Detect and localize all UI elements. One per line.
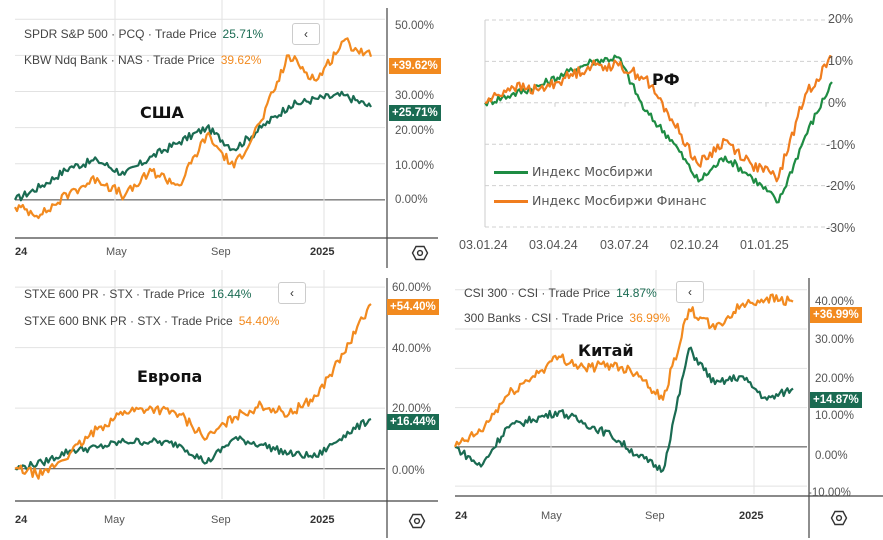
legend-series-name: 300 Banks · CSI · Trade Price <box>464 311 624 325</box>
x-tick-label: 24 <box>15 246 28 258</box>
legend-row-1: SPDR S&P 500 · PCQ · Trade Price 25.71% <box>24 27 263 41</box>
chart-russia-plot <box>484 19 840 228</box>
x-tick-label: 24 <box>455 510 468 522</box>
value-badge-green: +16.44% <box>387 414 439 430</box>
x-tick-label: 03.04.24 <box>529 238 578 252</box>
value-badge-orange: +36.99% <box>810 307 862 323</box>
settings-gear-icon[interactable] <box>830 510 848 526</box>
legend-row-1: STXE 600 PR · STX · Trade Price 16.44% <box>24 287 251 301</box>
x-tick-label: 24 <box>15 514 28 526</box>
series-line-orange <box>14 303 372 480</box>
chart-russia: РФ Индекс Мосбиржи Индекс Мосбиржи Финан… <box>450 0 883 270</box>
region-label: Европа <box>137 367 203 386</box>
x-tick-label: Sep <box>211 246 231 258</box>
y-tick-label: 10% <box>828 54 854 68</box>
x-tick-label: May <box>104 514 125 526</box>
legend-series-value: 39.62% <box>220 53 262 67</box>
chart-china: CSI 300 · CSI · Trade Price 14.87% 300 Ba… <box>450 270 883 540</box>
chart-europe-plot <box>14 270 438 538</box>
y-tick-label: 0% <box>828 96 847 110</box>
y-tick-label: 0.00% <box>392 465 425 477</box>
y-tick-label: -10% <box>826 138 856 152</box>
legend-item-moex: Индекс Мосбиржи <box>494 164 653 179</box>
y-tick-label: 0.00% <box>395 194 428 206</box>
x-tick-label: 2025 <box>310 514 335 526</box>
collapse-legend-button[interactable]: ‹ <box>292 23 320 45</box>
y-tick-label: 20.00% <box>815 373 855 385</box>
x-tick-label: May <box>106 246 127 258</box>
y-tick-label: -10.00% <box>808 487 851 499</box>
legend-row-1: CSI 300 · CSI · Trade Price 14.87% <box>464 286 657 300</box>
x-tick-label: May <box>541 510 562 522</box>
region-label: США <box>140 103 184 122</box>
x-tick-label: 2025 <box>739 510 764 522</box>
chart-usa: SPDR S&P 500 · PCQ · Trade Price 25.71% K… <box>0 0 441 270</box>
y-tick-label: 60.00% <box>392 282 432 294</box>
y-tick-label: 50.00% <box>395 20 435 32</box>
legend-row-2: 300 Banks · CSI · Trade Price 36.99% <box>464 311 670 325</box>
value-badge-green: +14.87% <box>810 392 862 408</box>
legend-series-value: 16.44% <box>210 287 252 301</box>
x-tick-label: 02.10.24 <box>670 238 719 252</box>
x-tick-label: Sep <box>645 510 665 522</box>
series-line-orange <box>453 293 794 448</box>
legend-series-name: STXE 600 PR · STX · Trade Price <box>24 287 205 301</box>
legend-series-value: 25.71% <box>222 27 264 41</box>
x-tick-label: 2025 <box>310 246 335 258</box>
y-tick-label: 30.00% <box>395 90 435 102</box>
region-label: Китай <box>578 341 634 360</box>
x-tick-label: 03.07.24 <box>600 238 649 252</box>
y-tick-label: 20.00% <box>395 125 435 137</box>
settings-gear-icon[interactable] <box>408 513 426 529</box>
y-tick-label: -20% <box>826 179 856 193</box>
legend-series-value: 54.40% <box>238 314 280 328</box>
chart-usa-plot <box>14 0 438 268</box>
legend-item-moex-fin: Индекс Мосбиржи Финанс <box>494 193 706 208</box>
series-line-orange <box>14 37 373 220</box>
collapse-legend-button[interactable]: ‹ <box>676 281 704 303</box>
series-line-green <box>454 346 794 473</box>
legend-series-name: Индекс Мосбиржи Финанс <box>532 193 707 208</box>
legend-swatch-green <box>494 171 528 174</box>
legend-swatch-orange <box>494 200 528 203</box>
settings-gear-icon[interactable] <box>411 245 429 261</box>
y-tick-label: 20% <box>828 12 854 26</box>
series-line-green <box>14 90 372 202</box>
x-tick-label: 01.01.25 <box>740 238 789 252</box>
legend-series-name: KBW Ndq Bank · NAS · Trade Price <box>24 53 215 67</box>
legend-series-name: STXE 600 BNK PR · STX · Trade Price <box>24 314 233 328</box>
legend-series-name: Индекс Мосбиржи <box>532 164 653 179</box>
y-tick-label: -30% <box>826 221 856 235</box>
value-badge-green: +25.71% <box>389 105 441 121</box>
series-line-green <box>14 417 372 471</box>
legend-series-value: 36.99% <box>629 311 671 325</box>
y-tick-label: 20.00% <box>392 403 432 415</box>
legend-row-2: KBW Ndq Bank · NAS · Trade Price 39.62% <box>24 53 261 67</box>
y-tick-label: 40.00% <box>392 343 432 355</box>
value-badge-orange: +39.62% <box>389 58 441 74</box>
x-tick-label: Sep <box>211 514 231 526</box>
collapse-legend-button[interactable]: ‹ <box>278 282 306 304</box>
chart-europe: STXE 600 PR · STX · Trade Price 16.44% ST… <box>0 270 440 540</box>
legend-series-value: 14.87% <box>616 286 657 300</box>
y-tick-label: 10.00% <box>395 160 435 172</box>
y-tick-label: 40.00% <box>815 296 855 308</box>
y-tick-label: 30.00% <box>815 334 855 346</box>
legend-series-name: CSI 300 · CSI · Trade Price <box>464 286 611 300</box>
x-tick-label: 03.01.24 <box>459 238 508 252</box>
series-line-rf_orange <box>484 55 833 183</box>
y-tick-label: 10.00% <box>815 410 855 422</box>
legend-series-name: SPDR S&P 500 · PCQ · Trade Price <box>24 27 217 41</box>
y-tick-label: 0.00% <box>815 450 848 462</box>
legend-row-2: STXE 600 BNK PR · STX · Trade Price 54.40… <box>24 314 279 328</box>
series-line-rf_green <box>484 54 833 204</box>
value-badge-orange: +54.40% <box>387 299 439 315</box>
chart-china-plot <box>453 270 883 538</box>
region-label: РФ <box>652 70 680 89</box>
